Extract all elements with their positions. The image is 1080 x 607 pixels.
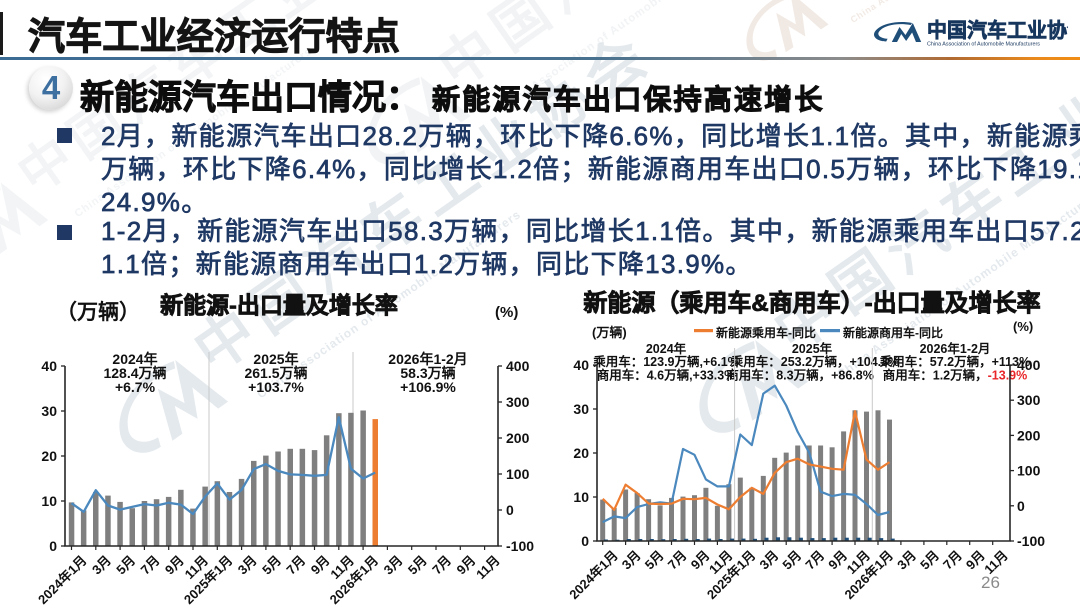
svg-text:7月: 7月 [665,548,690,573]
svg-text:261.5万辆: 261.5万辆 [244,365,307,381]
svg-text:2026年1-2月: 2026年1-2月 [388,351,467,367]
svg-text:300: 300 [506,394,530,410]
svg-text:0: 0 [1017,498,1025,514]
svg-text:0: 0 [581,533,589,549]
svg-text:商用车：4.6万辆,+33.3%: 商用车：4.6万辆,+33.3% [597,368,736,383]
svg-text:200: 200 [506,430,530,446]
svg-text:+6.7%: +6.7% [115,379,156,395]
svg-text:7月: 7月 [429,553,454,578]
svg-text:（万辆）: （万辆） [56,300,140,324]
svg-text:0: 0 [49,538,57,554]
svg-text:5月: 5月 [779,548,804,573]
svg-text:乘用车：57.2万辆，+113%: 乘用车：57.2万辆，+113% [879,354,1030,369]
svg-text:40: 40 [573,357,589,373]
svg-text:中国汽车工业协会: 中国汽车工业协会 [927,18,1068,42]
svg-text:30: 30 [573,401,589,417]
svg-text:新能源乘用车-同比: 新能源乘用车-同比 [716,325,816,340]
svg-text:128.4万辆: 128.4万辆 [103,365,166,381]
svg-text:11月: 11月 [473,553,503,583]
svg-text:3月: 3月 [89,553,114,578]
svg-text:300: 300 [1017,392,1041,408]
svg-text:3月: 3月 [381,553,406,578]
svg-text:2024年: 2024年 [646,341,687,356]
svg-text:-100: -100 [1017,533,1045,549]
svg-text:400: 400 [1017,357,1041,373]
svg-text:30: 30 [41,403,57,419]
svg-text:5月: 5月 [642,548,667,573]
svg-text:3月: 3月 [235,553,260,578]
svg-text:2024年1月: 2024年1月 [566,548,621,603]
svg-text:新能源-出口量及增长率: 新能源-出口量及增长率 [160,292,398,318]
svg-text:7月: 7月 [802,548,827,573]
svg-text:商用车：1.2万辆，-13.9%: 商用车：1.2万辆，-13.9% [883,368,1028,383]
svg-text:10: 10 [41,493,57,509]
svg-text:5月: 5月 [405,553,430,578]
svg-text:(%): (%) [495,304,518,321]
svg-text:7月: 7月 [138,553,163,578]
svg-text:5月: 5月 [113,553,138,578]
svg-text:26: 26 [981,573,1000,592]
svg-text:3月: 3月 [757,548,782,573]
svg-text:5月: 5月 [917,548,942,573]
svg-text:-100: -100 [506,538,534,554]
svg-text:100: 100 [506,466,530,482]
svg-text:7月: 7月 [283,553,308,578]
svg-text:(%): (%) [1013,319,1033,334]
svg-text:20: 20 [41,448,57,464]
svg-text:+106.9%: +106.9% [400,379,456,395]
svg-text:2024年: 2024年 [112,351,157,367]
svg-text:3月: 3月 [894,548,919,573]
svg-text:China Association of Automobil: China Association of Automobile Manufact… [927,42,1040,48]
svg-text:58.3万辆: 58.3万辆 [400,365,455,381]
svg-text:新能源（乘用车&商用车）-出口量及增长率: 新能源（乘用车&商用车）-出口量及增长率 [583,289,1040,317]
svg-text:2024年1月: 2024年1月 [35,553,90,607]
svg-text:乘用车：253.2万辆，+104.3%: 乘用车：253.2万辆，+104.3% [730,354,899,369]
svg-text:100: 100 [1017,463,1041,479]
svg-text:商用车：8.3万辆，+86.8%: 商用车：8.3万辆，+86.8% [726,368,874,383]
svg-text:200: 200 [1017,427,1041,443]
svg-text:+103.7%: +103.7% [248,379,304,395]
svg-text:2025年: 2025年 [792,341,833,356]
svg-text:40: 40 [41,358,57,374]
svg-text:新能源商用车-同比: 新能源商用车-同比 [843,325,943,340]
svg-text:20: 20 [573,445,589,461]
svg-text:7月: 7月 [940,548,965,573]
svg-text:0: 0 [506,502,514,518]
svg-text:(万辆): (万辆) [592,325,627,340]
svg-text:400: 400 [506,358,530,374]
svg-text:乘用车：123.9万辆,+6.1%: 乘用车：123.9万辆,+6.1% [592,354,739,369]
svg-text:2025年: 2025年 [253,351,298,367]
svg-text:3月: 3月 [619,548,644,573]
svg-text:2026年1-2月: 2026年1-2月 [920,341,991,356]
svg-text:10: 10 [573,489,589,505]
svg-text:5月: 5月 [259,553,284,578]
